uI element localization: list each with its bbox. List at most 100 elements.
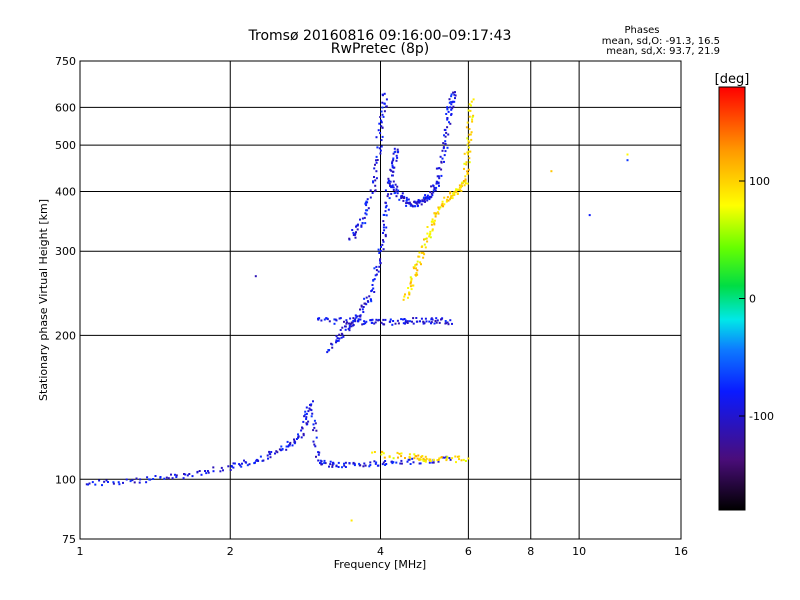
echo-point (412, 461, 415, 464)
echo-point (429, 191, 432, 194)
echo-point (335, 341, 337, 344)
echo-point (446, 108, 449, 111)
echo-point (344, 466, 347, 468)
echo-point (437, 167, 440, 170)
echo-point (340, 332, 343, 335)
echo-point (443, 134, 445, 137)
echo-point (318, 317, 321, 320)
echo-point (431, 461, 434, 464)
echo-point (329, 463, 332, 466)
echo-point (382, 461, 385, 464)
echo-point (437, 459, 440, 461)
echo-point (313, 443, 316, 446)
echo-point (404, 457, 406, 459)
echo-point (442, 142, 445, 145)
echo-point (457, 189, 460, 191)
echo-point (371, 451, 374, 454)
echo-point (323, 462, 326, 464)
echo-point (320, 319, 323, 322)
echo-point (398, 198, 401, 201)
echo-point (449, 191, 452, 194)
echo-point (402, 199, 405, 202)
echo-point (183, 473, 185, 475)
echo-point (355, 231, 357, 234)
echo-point (246, 464, 249, 467)
echo-point (186, 474, 189, 477)
echo-point (196, 470, 199, 473)
echo-point (437, 206, 440, 209)
echo-point (465, 163, 468, 166)
echo-point (405, 196, 408, 199)
echo-point (383, 214, 386, 216)
echo-point (382, 248, 385, 251)
echo-point (406, 322, 409, 324)
echo-point (468, 157, 471, 160)
echo-point (408, 202, 411, 205)
echo-point (98, 479, 101, 482)
echo-point (359, 318, 362, 321)
echo-point (357, 318, 360, 321)
echo-point (441, 149, 444, 152)
echo-point (341, 326, 344, 329)
echo-point (424, 197, 427, 200)
echo-point (339, 329, 342, 331)
echo-point (392, 189, 395, 191)
echo-point (425, 457, 428, 460)
echo-point (414, 205, 416, 208)
echo-point (392, 180, 395, 183)
echo-point (358, 462, 361, 465)
echo-point (352, 324, 355, 327)
echo-point (452, 192, 454, 195)
echo-point (380, 321, 383, 324)
echo-point (353, 234, 356, 237)
echo-point (387, 193, 390, 196)
echo-point (304, 410, 307, 413)
echo-point (408, 458, 411, 461)
echo-point (138, 481, 141, 484)
echo-point (463, 167, 465, 170)
echo-point (409, 281, 412, 284)
echo-point (384, 235, 387, 238)
echo-point (421, 199, 424, 202)
echo-point (396, 192, 399, 195)
echo-point (354, 232, 357, 235)
echo-point (324, 462, 327, 465)
echo-point (408, 291, 411, 294)
echo-point (466, 151, 469, 154)
echo-point (378, 122, 381, 125)
echo-point (445, 459, 448, 462)
echo-point (293, 440, 296, 443)
echo-point (360, 304, 363, 307)
echo-point (392, 152, 395, 155)
echo-point (458, 458, 460, 461)
echo-point (364, 322, 367, 325)
echo-point (391, 162, 393, 165)
echo-point (430, 223, 433, 226)
echo-point (350, 325, 353, 328)
echo-point (434, 213, 437, 216)
echo-point (389, 318, 392, 321)
echo-point (382, 240, 385, 243)
echo-point (442, 146, 445, 149)
echo-point (436, 459, 439, 462)
echo-point (404, 322, 406, 325)
echo-point (367, 207, 370, 210)
echo-point (449, 458, 452, 461)
echo-point (423, 196, 425, 199)
echo-point (419, 261, 422, 264)
echo-point (364, 202, 367, 205)
echo-point (305, 412, 308, 415)
echo-point (375, 170, 378, 173)
echo-point (335, 335, 338, 338)
echo-point (362, 465, 365, 468)
echo-point (456, 193, 459, 195)
colorbar-tick-label: 100 (749, 175, 770, 188)
echo-point (385, 105, 388, 108)
echo-point (403, 197, 405, 199)
echo-point (379, 249, 382, 252)
echo-point (243, 459, 245, 462)
echo-point (171, 477, 174, 480)
echo-point (310, 415, 313, 418)
echo-point (319, 462, 321, 464)
y-tick-label: 500 (55, 139, 76, 152)
